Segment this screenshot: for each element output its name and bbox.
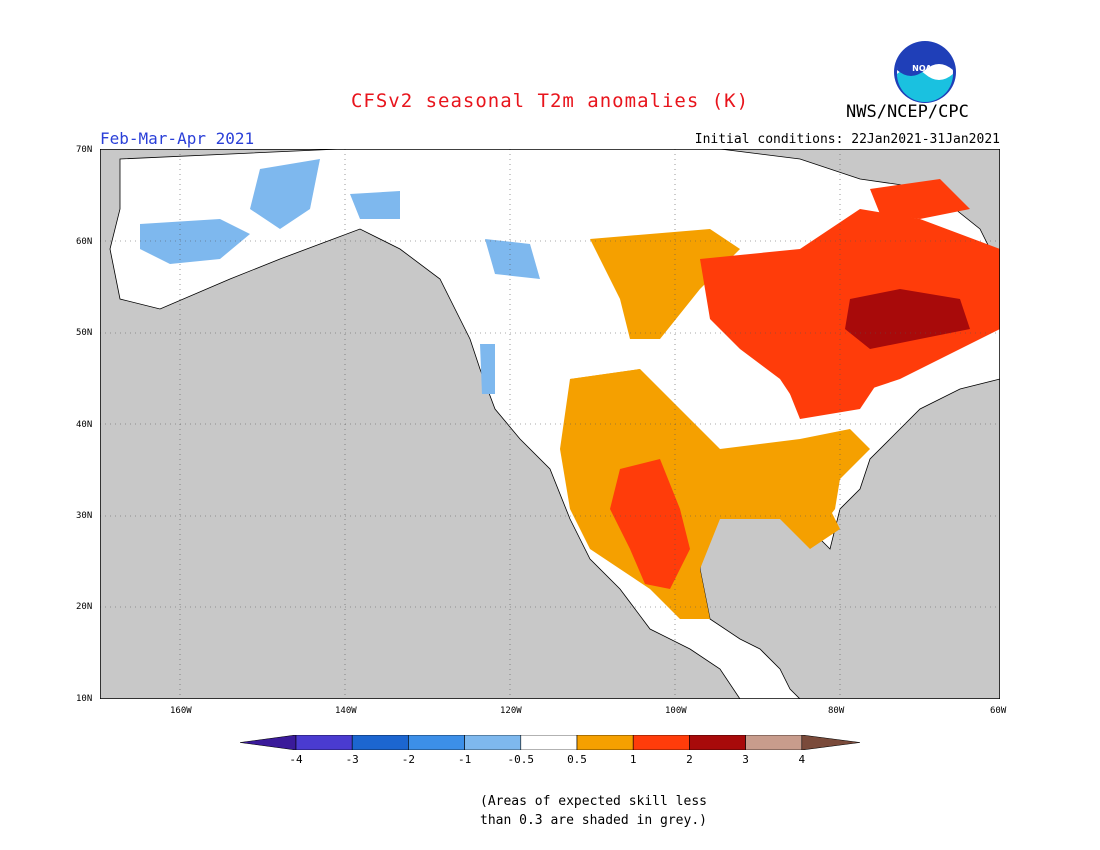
lon-label-60w: 60W <box>990 706 1007 716</box>
lat-label-50n: 50N <box>76 328 93 338</box>
colorbar-swatch <box>295 735 353 750</box>
lat-label-10n: 10N <box>76 694 93 704</box>
colorbar-tick-label: -3 <box>345 753 359 766</box>
graticule <box>100 149 1000 699</box>
lon-label-120w: 120W <box>500 706 522 716</box>
southeast-warm-moderate <box>720 429 870 529</box>
initial-conditions: Initial conditions: 22Jan2021-31Jan2021 <box>694 132 1000 147</box>
lon-label-100w: 100W <box>665 706 687 716</box>
colorbar-swatch <box>408 735 465 750</box>
logo-text: NOAA <box>912 64 938 73</box>
colorbar-swatch <box>351 735 409 750</box>
lon-label-160w: 160W <box>170 706 192 716</box>
colorbar-tick-label: -1 <box>457 753 472 766</box>
colorbar-triangle-high <box>801 735 860 750</box>
lat-label-20n: 20N <box>76 602 93 612</box>
labrador-warm <box>870 179 970 219</box>
quebec-warm-core <box>845 289 970 349</box>
colorbar-tick-label: 4 <box>798 753 806 766</box>
bc-cool <box>480 344 495 394</box>
colorbar-tick-label: 2 <box>686 753 693 766</box>
forecast-period: Feb-Mar-Apr 2021 <box>100 129 255 148</box>
skill-note-line1: (Areas of expected skill less <box>480 794 707 809</box>
colorbar-swatch <box>632 735 690 750</box>
noaa-logo-icon: NOAA <box>894 41 956 103</box>
alaska-cool-2 <box>250 159 320 229</box>
colorbar-swatch <box>745 735 803 750</box>
colorbar-tick-label: 3 <box>742 753 749 766</box>
skill-note: (Areas of expected skill less than 0.3 a… <box>480 792 707 830</box>
lat-label-40n: 40N <box>76 420 93 430</box>
lat-label-70n: 70N <box>76 145 93 155</box>
lat-label-30n: 30N <box>76 511 93 521</box>
colorbar-tick-label: -0.5 <box>507 753 535 766</box>
colorbar-tick-label: 0.5 <box>567 753 587 766</box>
great-lakes-warm <box>780 359 880 419</box>
color-scale-bar <box>240 735 860 750</box>
agency-label: NWS/NCEP/CPC <box>846 102 969 122</box>
colorbar-tick-label: 1 <box>629 753 637 766</box>
colorbar-swatch <box>520 735 578 750</box>
colorbar-tick-label: -2 <box>401 753 416 766</box>
lat-label-60n: 60N <box>76 237 93 247</box>
northern-plains-warm <box>570 369 660 429</box>
colorbar-swatch <box>689 735 746 750</box>
yukon-cool <box>350 191 400 219</box>
lon-label-140w: 140W <box>335 706 357 716</box>
texas-mexico-warm-strong <box>610 459 690 589</box>
skill-note-line2: than 0.3 are shaded in grey.) <box>480 813 707 828</box>
canada-warm-moderate <box>590 229 740 339</box>
canada-cool <box>485 239 540 279</box>
colorbar-triangle-low <box>240 735 297 750</box>
alaska-cool-1 <box>140 219 250 264</box>
southwest-warm-moderate <box>560 369 840 619</box>
anomaly-map <box>100 149 1000 699</box>
colorbar-swatch <box>576 735 634 750</box>
lon-label-80w: 80W <box>828 706 845 716</box>
colorbar-tick-label: -4 <box>289 753 303 766</box>
colorbar-swatch <box>464 735 522 750</box>
map-title: CFSv2 seasonal T2m anomalies (K) <box>350 90 750 112</box>
